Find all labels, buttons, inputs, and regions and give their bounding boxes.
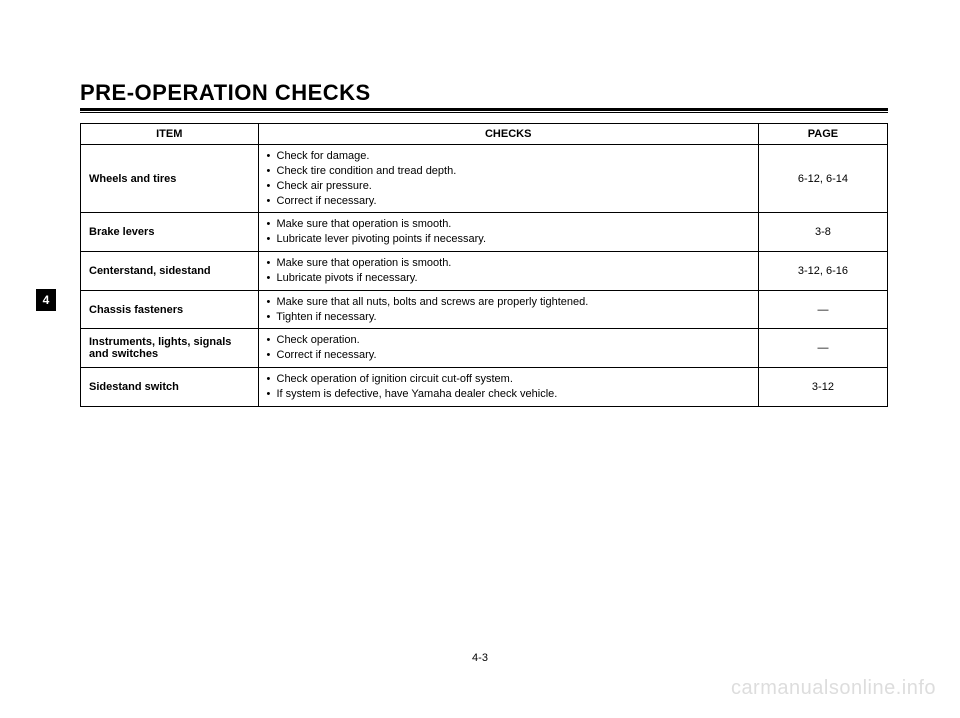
item-cell: Wheels and tires (81, 145, 259, 213)
item-cell: Chassis fasteners (81, 290, 259, 329)
page-cell: 3-12, 6-16 (758, 252, 887, 291)
check-line: • Make sure that operation is smooth. (267, 256, 750, 271)
table-row: Instruments, lights, signals and switche… (81, 329, 888, 368)
check-line: • Check operation of ignition circuit cu… (267, 372, 750, 387)
item-cell: Sidestand switch (81, 368, 259, 407)
title-rule-thick (80, 108, 888, 111)
check-line: • Tighten if necessary. (267, 310, 750, 325)
check-line: • Check for damage. (267, 149, 750, 164)
checks-cell: • Check operation.• Correct if necessary… (258, 329, 758, 368)
check-line: • Check tire condition and tread depth. (267, 164, 750, 179)
table-row: Wheels and tires• Check for damage.• Che… (81, 145, 888, 213)
table-row: Chassis fasteners • Make sure that all nu… (81, 290, 888, 329)
table-row: Centerstand, sidestand• Make sure that o… (81, 252, 888, 291)
item-cell: Centerstand, sidestand (81, 252, 259, 291)
page-cell: 6-12, 6-14 (758, 145, 887, 213)
table-header-row: ITEM CHECKS PAGE (81, 124, 888, 145)
page-title: PRE-OPERATION CHECKS (80, 80, 888, 106)
header-checks: CHECKS (258, 124, 758, 145)
page-cell: 3-12 (758, 368, 887, 407)
check-line: • Correct if necessary. (267, 348, 750, 363)
watermark: carmanualsonline.info (731, 677, 936, 700)
check-line: • Correct if necessary. (267, 194, 750, 209)
header-item: ITEM (81, 124, 259, 145)
check-line: • Make sure that all nuts, bolts and scr… (267, 295, 750, 310)
title-rule-thin (80, 112, 888, 113)
item-cell: Brake levers (81, 213, 259, 252)
table-row: Sidestand switch • Check operation of ign… (81, 368, 888, 407)
check-line: • Check air pressure. (267, 179, 750, 194)
check-line: • Lubricate pivots if necessary. (267, 271, 750, 286)
check-line: • Check operation. (267, 333, 750, 348)
table-row: Brake levers• Make sure that operation i… (81, 213, 888, 252)
checks-cell: • Check for damage.• Check tire conditio… (258, 145, 758, 213)
check-line: • Lubricate lever pivoting points if nec… (267, 232, 750, 247)
check-line: • Make sure that operation is smooth. (267, 217, 750, 232)
checks-cell: • Make sure that operation is smooth.• L… (258, 213, 758, 252)
checks-table: ITEM CHECKS PAGE Wheels and tires• Check… (80, 123, 888, 407)
checks-cell: • Make sure that all nuts, bolts and scr… (258, 290, 758, 329)
checks-cell: • Make sure that operation is smooth.• L… (258, 252, 758, 291)
checks-cell: • Check operation of ignition circuit cu… (258, 368, 758, 407)
table-body: Wheels and tires• Check for damage.• Che… (81, 145, 888, 407)
page-cell: — (758, 290, 887, 329)
page-cell: — (758, 329, 887, 368)
page-cell: 3-8 (758, 213, 887, 252)
check-line: • If system is defective, have Yamaha de… (267, 387, 750, 402)
manual-page: PRE-OPERATION CHECKS ITEM CHECKS PAGE Wh… (0, 0, 960, 718)
page-number: 4-3 (0, 652, 960, 664)
header-page: PAGE (758, 124, 887, 145)
section-tab: 4 (36, 289, 56, 311)
item-cell: Instruments, lights, signals and switche… (81, 329, 259, 368)
